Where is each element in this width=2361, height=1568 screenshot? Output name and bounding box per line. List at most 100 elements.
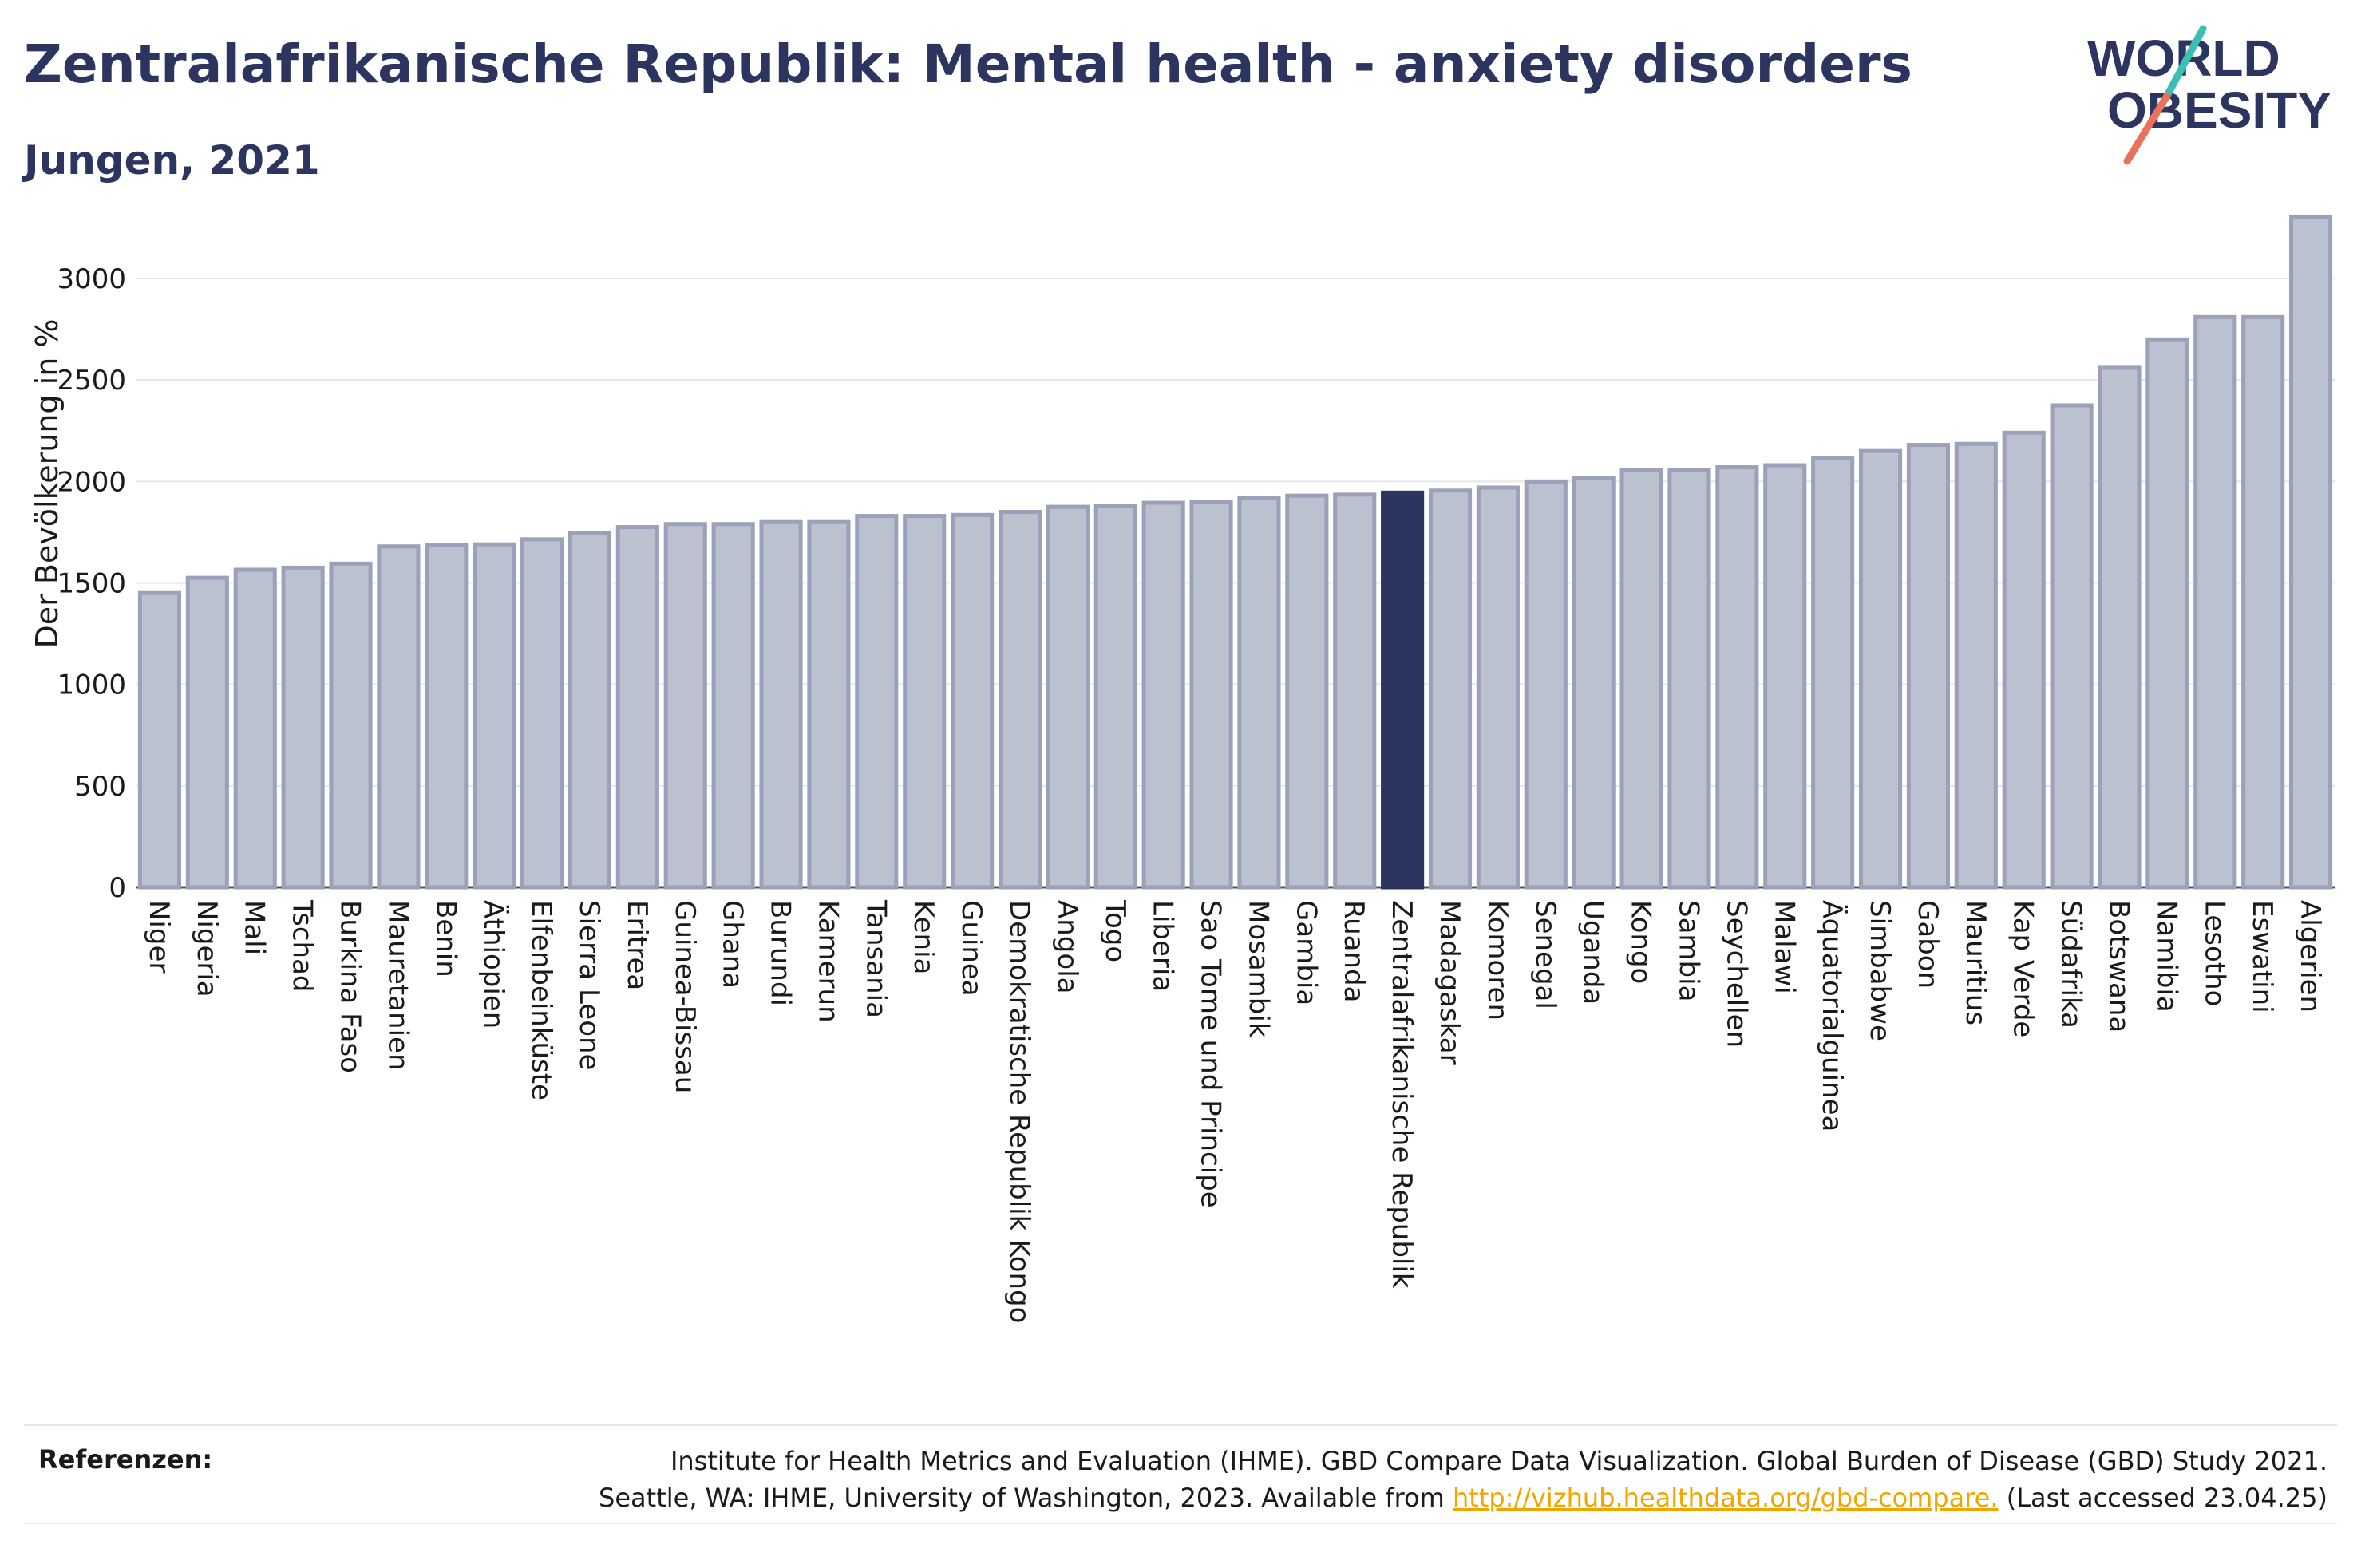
y-axis-ticks: 0 500 1000 1500 2000 2500 3000 — [57, 263, 126, 904]
x-tick-label: Zentralafrikanische Republik — [1386, 900, 1418, 1289]
bar — [1237, 496, 1281, 890]
y-tick-label: 500 — [74, 771, 126, 803]
bar — [2098, 365, 2142, 890]
x-tick-label: Algerien — [2294, 900, 2326, 1013]
x-tick-label: Madagaskar — [1434, 900, 1465, 1065]
bar — [1715, 465, 1759, 890]
x-tick-label: Sao Tome und Principe — [1195, 900, 1227, 1208]
x-tick-label: Kongo — [1625, 900, 1657, 984]
y-tick-label: 2000 — [57, 466, 126, 498]
x-tick-label: Kap Verde — [2007, 900, 2039, 1037]
chart-subtitle: Jungen, 2021 — [24, 137, 320, 184]
footer-divider-bottom — [24, 1523, 2337, 1524]
bar — [663, 522, 707, 890]
bar — [2050, 403, 2094, 890]
x-tick-label: Gambia — [1290, 900, 1322, 1005]
x-tick-label: Botswana — [2102, 900, 2134, 1033]
reference-line-2-prefix: Seattle, WA: IHME, University of Washing… — [599, 1483, 1453, 1513]
bar — [1906, 443, 1950, 890]
bar — [1428, 488, 1473, 890]
x-tick-label: Guinea-Bissau — [669, 900, 701, 1093]
bar — [1811, 456, 1855, 890]
bar — [1619, 468, 1663, 890]
bar — [473, 542, 516, 890]
x-tick-label: Simbabwe — [1864, 900, 1896, 1041]
x-tick-label: Burundi — [765, 900, 797, 1006]
x-tick-label: Niger — [143, 900, 175, 973]
x-tick-label: Uganda — [1577, 900, 1609, 1005]
bar — [185, 575, 229, 890]
reference-line-2: Seattle, WA: IHME, University of Washing… — [599, 1479, 2327, 1516]
y-tick-label: 1500 — [57, 568, 126, 600]
x-tick-label: Äthiopien — [477, 900, 509, 1029]
x-tick-label: Gabon — [1912, 900, 1944, 989]
bar — [425, 543, 469, 890]
bar-highlighted — [1381, 490, 1425, 890]
x-tick-label: Komoren — [1481, 900, 1513, 1021]
x-tick-label: Sierra Leone — [573, 900, 605, 1070]
bar — [615, 525, 659, 890]
x-tick-label: Kamerun — [812, 900, 844, 1023]
y-tick-label: 3000 — [57, 263, 126, 295]
reference-line-1: Institute for Health Metrics and Evaluat… — [670, 1446, 2327, 1476]
bar — [137, 590, 182, 890]
x-tick-label: Sambia — [1672, 900, 1704, 1001]
x-tick-label: Kenia — [908, 900, 939, 974]
x-tick-label: Demokratische Republik Kongo — [1003, 900, 1035, 1323]
bar — [281, 565, 325, 890]
bar — [1189, 500, 1233, 890]
x-tick-label: Burkina Faso — [334, 900, 366, 1073]
x-tick-label: Eritrea — [621, 900, 653, 990]
x-tick-label: Mauritius — [1960, 900, 1991, 1025]
x-tick-label: Malawi — [1768, 900, 1800, 994]
bar — [2002, 430, 2046, 890]
reference-link[interactable]: http://vizhub.healthdata.org/gbd-compare… — [1452, 1483, 1999, 1513]
references-label: Referenzen: — [38, 1444, 213, 1475]
bar — [2145, 337, 2189, 890]
x-tick-label: Ruanda — [1338, 900, 1370, 1002]
bar — [520, 537, 564, 890]
x-tick-label: Senegal — [1529, 900, 1561, 1009]
bar-chart: 0 500 1000 1500 2000 2500 3000 Niger Nigeria Mal… — [30, 214, 2335, 1323]
y-axis-title: Der Bevölkerung in % — [30, 319, 65, 649]
y-tick-label: 1000 — [57, 669, 126, 701]
x-tick-label: Benin — [429, 900, 461, 978]
bar — [1093, 504, 1137, 890]
bar — [903, 514, 947, 890]
x-tick-label: Mauretanien — [382, 900, 413, 1071]
x-tick-label: Namibia — [2150, 900, 2182, 1013]
bar — [1476, 485, 1520, 890]
world-obesity-logo: WORLD OBESITY — [2087, 25, 2331, 165]
x-tick-label: Angola — [1051, 900, 1083, 993]
bar — [1858, 448, 1903, 890]
x-tick-label: Eswatini — [2246, 900, 2278, 1013]
y-tick-label: 2500 — [57, 365, 126, 397]
x-tick-label: Äquatorialguinea — [1816, 900, 1848, 1132]
references-text: Institute for Health Metrics and Evaluat… — [599, 1443, 2327, 1516]
bars — [137, 214, 2333, 890]
x-tick-label: Tansania — [860, 899, 892, 1018]
y-tick-label: 0 — [109, 872, 126, 904]
x-tick-label: Ghana — [717, 900, 749, 989]
bar — [1954, 441, 1998, 890]
bar — [2241, 314, 2285, 890]
bar — [1333, 492, 1377, 890]
bar — [233, 567, 277, 890]
footer-divider-top — [24, 1424, 2337, 1426]
bar — [1667, 468, 1711, 890]
x-tick-label: Mosambik — [1242, 900, 1274, 1038]
x-tick-label: Seychellen — [1720, 900, 1752, 1048]
x-tick-label: Lesotho — [2198, 900, 2230, 1006]
bar — [1141, 500, 1185, 890]
chart-title: Zentralafrikanische Republik: Mental hea… — [24, 34, 1912, 95]
bar — [1524, 479, 1568, 890]
bar — [1572, 476, 1616, 890]
bar — [998, 509, 1042, 890]
reference-line-2-suffix: (Last accessed 23.04.25) — [1998, 1483, 2327, 1513]
bar — [855, 514, 899, 890]
bar — [807, 519, 851, 890]
bar — [1046, 504, 1090, 890]
x-axis-ticks: Niger Nigeria Mali Tschad Burkina Faso Mauret… — [143, 899, 2326, 1323]
bar — [951, 512, 995, 890]
x-tick-label: Liberia — [1147, 900, 1179, 992]
